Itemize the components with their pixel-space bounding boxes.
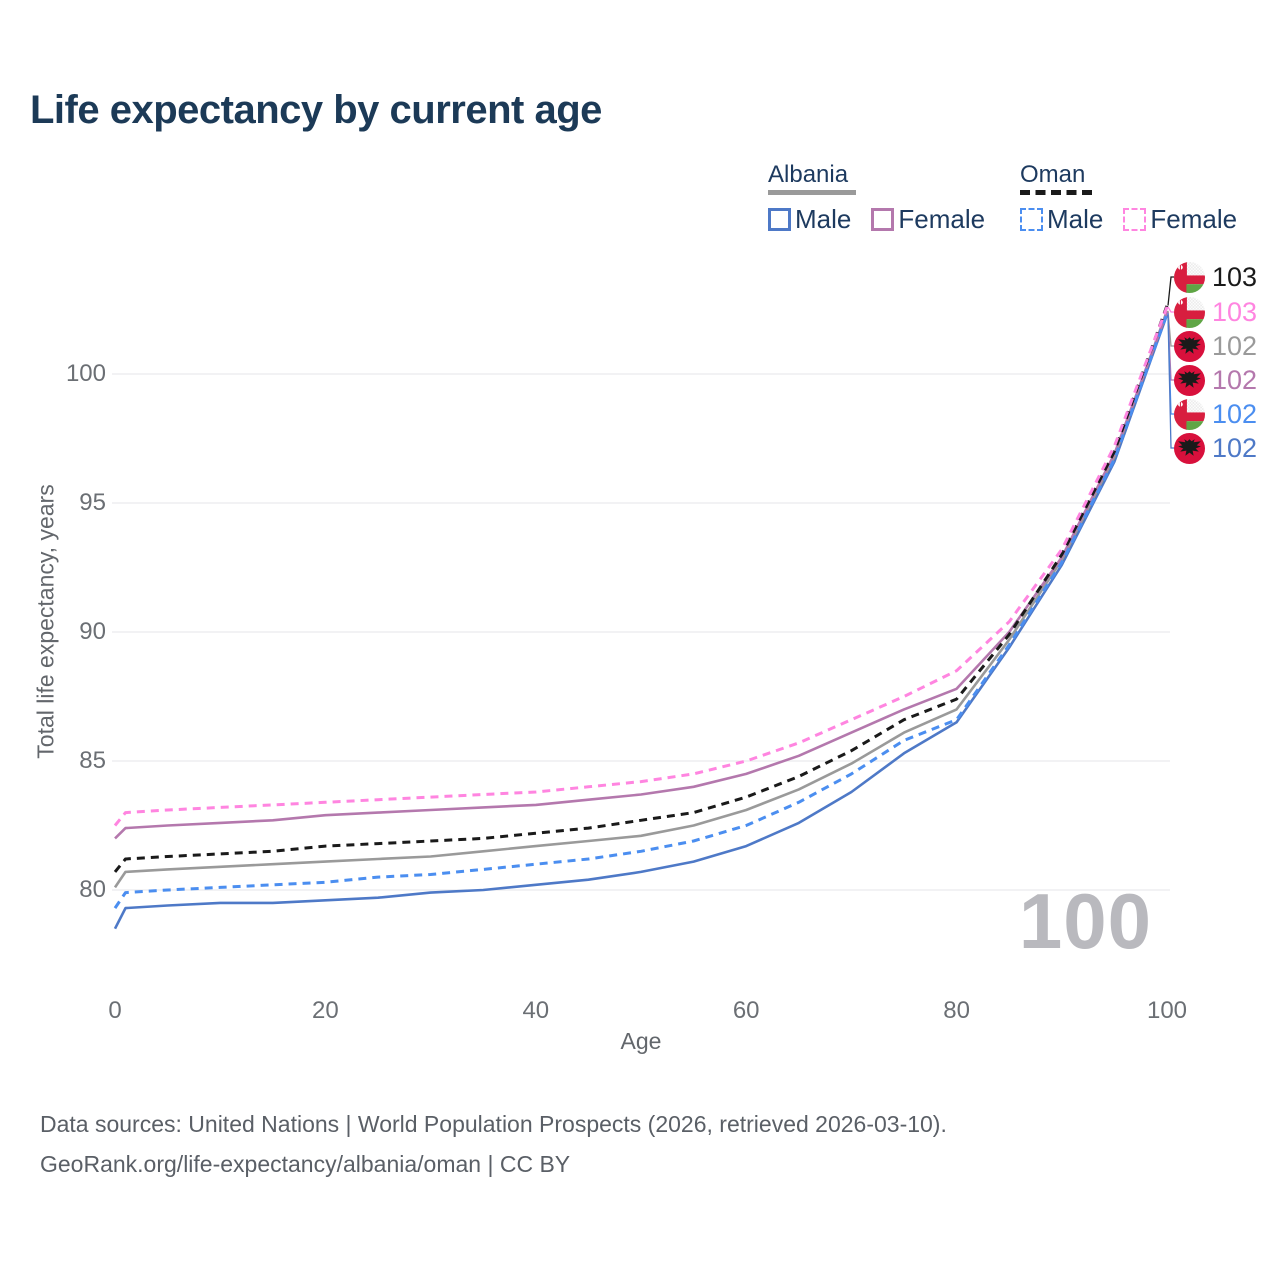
series-line-albania_female[interactable]: [114, 311, 1169, 840]
footer-attribution: Data sources: United Nations | World Pop…: [40, 1104, 947, 1184]
albania-female-swatch[interactable]: [871, 208, 895, 231]
legend-country-albania[interactable]: Albania: [768, 161, 849, 188]
y-tick-label: 85: [79, 747, 106, 774]
end-label-value: 102: [1212, 398, 1258, 429]
oman-flag-icon: [1174, 297, 1205, 328]
series-line-oman_total[interactable]: [113, 305, 1169, 873]
x-axis-title: Age: [620, 1028, 662, 1054]
x-tick-label: 100: [1146, 997, 1188, 1024]
albania-flag-icon: [1174, 433, 1205, 464]
albania-flag-icon: [1174, 331, 1205, 362]
oman-male-swatch[interactable]: [1020, 208, 1043, 231]
data-sources-line: Data sources: United Nations | World Pop…: [40, 1111, 947, 1137]
oman-female-label[interactable]: Female: [1150, 204, 1238, 234]
end-label-albania-male: 102: [1174, 431, 1257, 465]
oman-total-line-swatch: [1020, 190, 1092, 195]
y-tick-label: 80: [79, 876, 106, 903]
end-label-value: 103: [1212, 296, 1258, 327]
legend-group-oman: Oman Male Female: [1020, 162, 1257, 235]
end-label-value: 103: [1212, 261, 1258, 292]
oman-female-swatch[interactable]: [1123, 208, 1147, 231]
x-tick-label: 0: [108, 997, 122, 1024]
age-counter-watermark: 100: [1018, 877, 1152, 965]
end-label-oman-female: 103: [1174, 295, 1257, 329]
legend-group-albania: Albania Male Female: [768, 162, 1005, 235]
series-line-oman_male[interactable]: [113, 312, 1169, 909]
oman-flag-icon: [1174, 262, 1205, 293]
end-label-albania-total: 102: [1174, 329, 1257, 363]
x-tick-label: 80: [943, 997, 970, 1024]
albania-male-label[interactable]: Male: [795, 204, 852, 234]
legend-country-oman[interactable]: Oman: [1020, 161, 1086, 188]
label-connector: [1167, 314, 1175, 449]
y-tick-label: 100: [65, 360, 106, 387]
y-tick-label: 95: [79, 489, 106, 516]
albania-total-line-swatch: [768, 190, 856, 195]
series-line-oman_female[interactable]: [113, 306, 1169, 827]
x-tick-label: 60: [732, 997, 760, 1024]
y-tick-label: 90: [79, 618, 106, 645]
end-label-value: 102: [1212, 330, 1258, 361]
label-connector: [1167, 276, 1175, 306]
end-label-oman-total: 103: [1174, 260, 1257, 294]
end-label-value: 102: [1212, 364, 1258, 395]
end-label-oman-male: 102: [1174, 397, 1257, 431]
source-url-line: GeoRank.org/life-expectancy/albania/oman…: [40, 1151, 571, 1177]
series-line-albania_total[interactable]: [113, 310, 1169, 889]
label-connector: [1167, 306, 1175, 313]
x-tick-label: 20: [312, 997, 339, 1024]
albania-male-swatch[interactable]: [768, 208, 791, 231]
page-title: Life expectancy by current age: [30, 88, 602, 132]
oman-flag-icon: [1174, 399, 1205, 430]
albania-flag-icon: [1174, 365, 1205, 396]
albania-female-label[interactable]: Female: [898, 204, 986, 234]
x-tick-label: 40: [522, 997, 550, 1024]
oman-male-label[interactable]: Male: [1047, 204, 1104, 234]
end-label-albania-female: 102: [1174, 363, 1257, 397]
end-label-value: 102: [1212, 432, 1258, 463]
